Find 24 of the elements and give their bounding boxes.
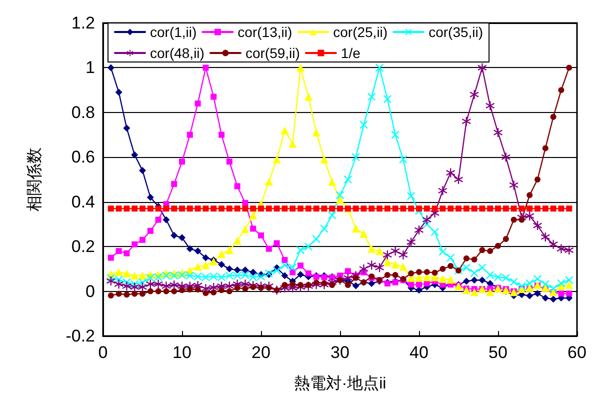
legend-label: cor(1,ii) [150, 24, 197, 40]
x-tick-label: 0 [98, 343, 108, 362]
y-tick-label: 0.8 [71, 102, 95, 122]
y-tick-label: 1 [86, 58, 95, 78]
x-tick-label: 60 [568, 343, 586, 362]
legend-label: cor(48,ii) [150, 45, 204, 61]
y-tick-label: 0.2 [71, 237, 95, 256]
y-tick-label: 0.4 [71, 192, 95, 212]
y-tick-label: 0.6 [71, 148, 95, 167]
y-tick-label: 0 [86, 282, 95, 301]
x-axis-title: 熱電対·地点ii [294, 374, 386, 392]
legend-label: cor(35,ii) [428, 24, 484, 40]
x-tick-label: 30 [330, 343, 350, 362]
legend-label: cor(25,ii) [333, 24, 388, 40]
y-tick-label: 1.2 [71, 14, 95, 32]
x-tick-label: 20 [252, 343, 270, 362]
legend-label: 1/e [340, 45, 361, 61]
x-tick-label: 40 [410, 343, 428, 362]
y-axis-title: 相関係数 [26, 148, 44, 212]
x-tick-label: 50 [488, 343, 508, 362]
legend-label: cor(13,ii) [238, 24, 292, 40]
legend-label: cor(59,ii) [245, 45, 300, 61]
y-tick-label: -0.2 [66, 326, 95, 346]
x-tick-label: 10 [172, 343, 192, 362]
